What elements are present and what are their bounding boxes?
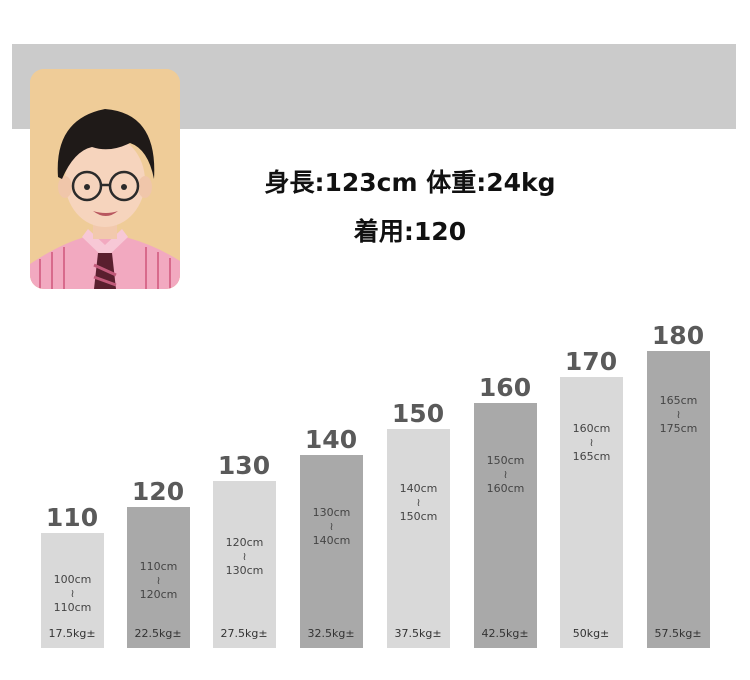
tilde-mark: ≀ (70, 587, 75, 600)
size-label-110: 110 (45, 503, 99, 532)
size-label-120: 120 (131, 477, 185, 506)
height-max: 140cm (312, 534, 351, 547)
tilde-mark: ≀ (329, 520, 334, 533)
size-bar-140 (300, 455, 363, 648)
height-max: 120cm (139, 588, 178, 601)
size-label-170: 170 (564, 347, 618, 376)
weight-150: 37.5kg± (394, 627, 442, 640)
height-max: 165cm (572, 450, 611, 463)
tilde-mark: ≀ (242, 550, 247, 563)
size-bar-120 (127, 507, 190, 648)
height-min: 160cm (572, 422, 611, 435)
tilde-mark: ≀ (676, 408, 681, 421)
size-bar-150 (387, 429, 450, 648)
height-min: 130cm (312, 506, 351, 519)
size-label-160: 160 (478, 373, 532, 402)
height-range-160: 150cm ≀ 160cm (474, 454, 537, 496)
size-label-140: 140 (304, 425, 358, 454)
height-min: 165cm (659, 394, 698, 407)
size-label-130: 130 (217, 451, 271, 480)
height-range-180: 165cm ≀ 175cm (647, 394, 710, 436)
size-bar-160 (474, 403, 537, 648)
weight-180: 57.5kg± (654, 627, 702, 640)
tilde-mark: ≀ (156, 574, 161, 587)
weight-120: 22.5kg± (134, 627, 182, 640)
height-min: 140cm (399, 482, 438, 495)
weight-130: 27.5kg± (220, 627, 268, 640)
height-range-140: 130cm ≀ 140cm (300, 506, 363, 548)
model-worn-size-text: 着用:120 (353, 217, 467, 246)
height-range-130: 120cm ≀ 130cm (213, 536, 276, 578)
weight-160: 42.5kg± (481, 627, 529, 640)
height-range-150: 140cm ≀ 150cm (387, 482, 450, 524)
size-chart: 110 100cm ≀ 110cm 17.5kg± 120 110cm ≀ 12… (0, 300, 750, 660)
size-label-180: 180 (651, 321, 705, 350)
weight-140: 32.5kg± (307, 627, 355, 640)
height-range-120: 110cm ≀ 120cm (127, 560, 190, 602)
size-bar-110 (41, 533, 104, 648)
height-range-170: 160cm ≀ 165cm (560, 422, 623, 464)
height-max: 150cm (399, 510, 438, 523)
model-photo (30, 69, 180, 289)
size-bar-180 (647, 351, 710, 648)
height-max: 175cm (659, 422, 698, 435)
height-max: 130cm (225, 564, 264, 577)
size-label-150: 150 (391, 399, 445, 428)
height-range-110: 100cm ≀ 110cm (41, 573, 104, 615)
child-portrait-image (30, 69, 180, 289)
height-max: 110cm (53, 601, 92, 614)
height-min: 120cm (225, 536, 264, 549)
model-height-weight-text: 身長:123cm 体重:24kg (264, 168, 556, 197)
size-bar-130 (213, 481, 276, 648)
height-min: 110cm (139, 560, 178, 573)
tilde-mark: ≀ (416, 496, 421, 509)
weight-170: 50kg± (572, 627, 610, 640)
height-max: 160cm (486, 482, 525, 495)
height-min: 150cm (486, 454, 525, 467)
size-bar-170 (560, 377, 623, 648)
tilde-mark: ≀ (589, 436, 594, 449)
tilde-mark: ≀ (503, 468, 508, 481)
weight-110: 17.5kg± (48, 627, 96, 640)
height-min: 100cm (53, 573, 92, 586)
